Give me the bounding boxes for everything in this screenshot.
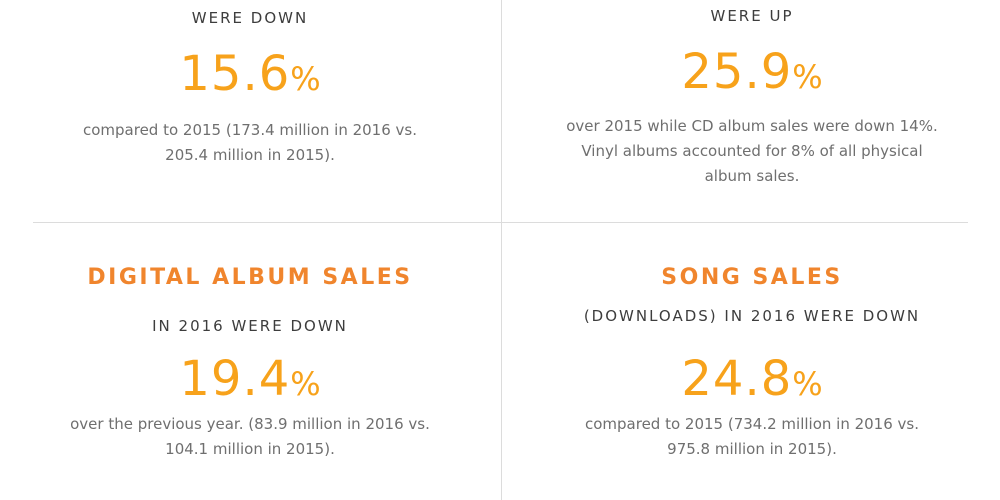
description-line: compared to 2015 (734.2 million in 2016 … — [584, 415, 919, 433]
stat-unit: % — [792, 58, 823, 96]
description-line: over the previous year. (83.9 million in… — [70, 415, 430, 433]
panel-heading: SONG SALES — [661, 265, 843, 290]
description-line: 104.1 million in 2015). — [165, 440, 335, 458]
description-line: over 2015 while CD album sales were down… — [566, 117, 938, 135]
description-line: compared to 2015 (173.4 million in 2016 … — [82, 121, 417, 139]
panel-description: compared to 2015 (173.4 million in 2016 … — [20, 118, 480, 168]
description-line: 205.4 million in 2015). — [165, 146, 335, 164]
stat-unit: % — [792, 365, 823, 403]
stat-value: 15.6 — [179, 46, 291, 102]
stat-unit: % — [290, 60, 321, 98]
panel-digital-album-sales: DIGITAL ALBUM SALES IN 2016 WERE DOWN 19… — [20, 223, 480, 500]
stat-value: 25.9 — [681, 44, 793, 100]
stat-figure: 25.9% — [522, 48, 982, 96]
stat-figure: 24.8% — [522, 355, 982, 403]
description-line: album sales. — [704, 167, 800, 185]
panel-album-sales: WERE DOWN 15.6% compared to 2015 (173.4 … — [20, 0, 480, 222]
panel-song-sales: SONG SALES (DOWNLOADS) IN 2016 WERE DOWN… — [522, 223, 982, 500]
panel-heading: DIGITAL ALBUM SALES — [87, 265, 413, 290]
stat-figure: 15.6% — [20, 50, 480, 98]
stat-unit: % — [290, 365, 321, 403]
panel-physical-album-sales: WERE UP 25.9% over 2015 while CD album s… — [522, 0, 982, 222]
stat-value: 24.8 — [681, 351, 793, 407]
panel-subhead: (DOWNLOADS) IN 2016 WERE DOWN — [583, 307, 921, 325]
horizontal-divider — [33, 222, 968, 223]
stat-figure: 19.4% — [20, 355, 480, 403]
stat-value: 19.4 — [179, 351, 291, 407]
panel-description: over the previous year. (83.9 million in… — [20, 412, 480, 462]
panel-subhead: WERE UP — [710, 7, 794, 25]
vertical-divider — [501, 0, 502, 500]
panel-subhead: WERE DOWN — [191, 9, 309, 27]
panel-description: compared to 2015 (734.2 million in 2016 … — [522, 412, 982, 462]
description-line: 975.8 million in 2015). — [667, 440, 837, 458]
panel-subhead: IN 2016 WERE DOWN — [152, 317, 348, 335]
panel-description: over 2015 while CD album sales were down… — [522, 114, 982, 189]
description-line: Vinyl albums accounted for 8% of all phy… — [581, 142, 923, 160]
